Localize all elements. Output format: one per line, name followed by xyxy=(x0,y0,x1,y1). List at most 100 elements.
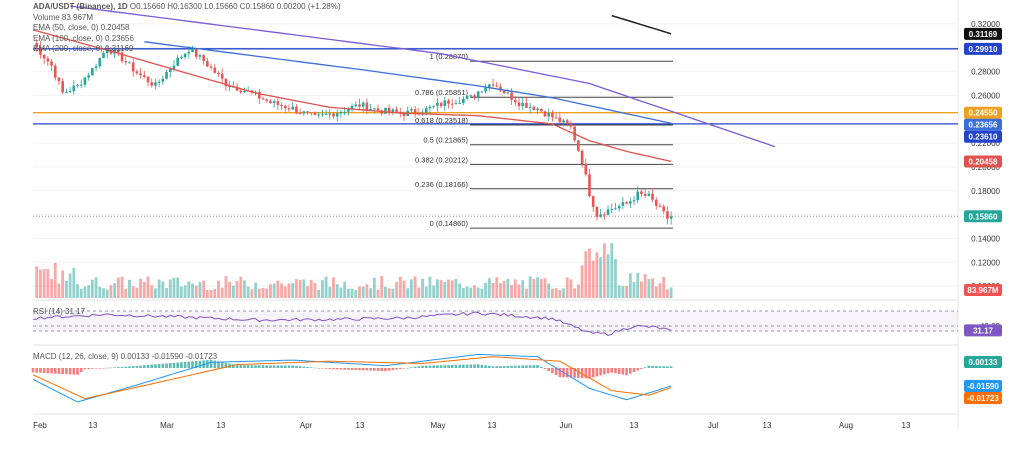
candle-body xyxy=(495,85,499,87)
legend-symbol[interactable]: ADA/USDT (Binance), 1D O0.15660 H0.16300… xyxy=(33,2,341,11)
macd-histogram-bar xyxy=(232,364,235,368)
macd-histogram-bar xyxy=(191,361,194,368)
macd-histogram-bar xyxy=(551,368,554,374)
macd-histogram-bar xyxy=(565,368,569,378)
volume-bar xyxy=(250,289,254,298)
candle-body xyxy=(647,193,651,196)
volume-bar xyxy=(343,281,347,298)
rsi-legend[interactable]: RSI (14) 31.17 xyxy=(33,307,86,316)
volume-bar xyxy=(124,288,128,298)
macd-histogram-bar xyxy=(135,365,139,368)
macd-histogram-bar xyxy=(243,365,246,368)
volume-bar xyxy=(335,284,339,298)
volume-bar xyxy=(513,279,517,298)
candle-body xyxy=(128,62,131,64)
candle-body xyxy=(410,109,413,111)
fib-retracement[interactable]: 1 (0.28870) 0.786 (0.25851) 0.618 (0.23518… xyxy=(415,52,673,229)
legend-volume[interactable]: Volume 83.967M xyxy=(33,12,94,22)
time-axis-label: Apr xyxy=(300,421,313,430)
volume-bar xyxy=(424,286,428,298)
volume-bar xyxy=(350,288,354,298)
time-axis[interactable]: Feb 13 Mar 13 Apr 13 May 13 Jun 13 Jul 13 Aug 13 xyxy=(33,421,911,430)
candle-body xyxy=(402,113,406,116)
volume-tag-text: 83.967M xyxy=(967,286,998,295)
candle-body xyxy=(591,196,595,207)
candle-body xyxy=(554,117,558,119)
candle-body xyxy=(72,85,76,91)
macd-histogram-bar xyxy=(83,368,87,370)
macd-histogram-bar xyxy=(79,368,83,373)
candle-body xyxy=(558,117,562,123)
fib-level-label: 0.5 (0.21865) xyxy=(423,136,468,145)
macd-histogram-bar xyxy=(165,363,168,368)
macd-histogram-bar xyxy=(109,367,113,369)
volume-bar xyxy=(64,280,68,298)
candle-body xyxy=(577,140,580,151)
candle-body xyxy=(209,66,213,68)
macd-histogram-bar xyxy=(35,368,39,373)
macd-histogram-bar xyxy=(206,360,209,368)
volume-bar xyxy=(150,285,154,298)
macd-histogram-bar xyxy=(629,368,632,374)
volume-bar xyxy=(139,278,142,298)
macd-histogram-bar xyxy=(224,362,228,368)
candles[interactable] xyxy=(35,38,673,225)
candle-body xyxy=(373,108,376,110)
macd-histogram-bar xyxy=(510,365,513,368)
time-axis-label: 13 xyxy=(630,421,639,430)
candle-body xyxy=(317,114,320,116)
candle-body xyxy=(629,201,632,204)
volume-bar xyxy=(595,252,599,298)
candle-body xyxy=(176,57,179,66)
legend-ema50[interactable]: EMA (50, close, 0) 0.20458 xyxy=(33,23,130,32)
candle-body xyxy=(569,123,573,127)
price-tags: 0.31169 0.29910 0.24550 0.23656 0.23610 0.204… xyxy=(964,27,1002,404)
candle-body xyxy=(413,109,417,114)
candle-body xyxy=(165,71,168,79)
macd-histogram-bar xyxy=(577,368,580,378)
candle-body xyxy=(298,112,302,114)
indicator-lines xyxy=(32,5,776,163)
macd-tag-bg xyxy=(964,380,1002,392)
macd-legend[interactable]: MACD (12, 26, close, 9) 0.00133 -0.01590… xyxy=(33,352,218,361)
volume-bar xyxy=(180,286,183,298)
volume-bar xyxy=(543,278,547,298)
legend-ema200[interactable]: EMA (200, close, 0) 0.31169 xyxy=(33,44,134,53)
volume-bar xyxy=(361,286,365,298)
time-axis-label: 13 xyxy=(488,421,497,430)
volume-bar xyxy=(291,283,295,298)
legend-ema100[interactable]: EMA (100, close, 0) 0.23656 xyxy=(33,33,134,43)
macd-histogram-bar xyxy=(254,365,257,368)
macd-histogram-bar xyxy=(625,368,628,376)
candle-body xyxy=(42,54,46,59)
candle-body xyxy=(131,62,135,72)
volume-bar xyxy=(276,280,280,298)
macd-pane[interactable] xyxy=(31,353,673,403)
macd-histogram-bar xyxy=(124,366,128,368)
time-axis-label: 13 xyxy=(356,421,365,430)
macd-histogram-bar xyxy=(128,366,131,368)
volume-bar xyxy=(547,283,551,298)
rsi-pane[interactable] xyxy=(32,310,958,336)
macd-histogram-bar xyxy=(417,366,421,368)
macd-tag: -0.01723 xyxy=(964,392,1002,404)
volume-bar xyxy=(76,284,79,298)
candle-body xyxy=(432,105,435,107)
volume-bar xyxy=(643,274,647,298)
candle-body xyxy=(61,81,64,93)
candle-body xyxy=(458,103,461,105)
candle-body xyxy=(514,99,517,103)
volume-bar xyxy=(35,266,39,298)
macd-tag-bg xyxy=(964,392,1002,404)
candle-body xyxy=(220,74,224,79)
macd-histogram-bar xyxy=(139,365,142,368)
macd-histogram-bar xyxy=(365,368,369,371)
macd-histogram-bar xyxy=(439,365,443,368)
horizontal-lines xyxy=(33,48,958,217)
candle-body xyxy=(105,50,109,54)
candle-body xyxy=(50,61,53,66)
macd-histogram-bar xyxy=(484,365,487,368)
candle-body xyxy=(324,114,328,116)
volume-bar xyxy=(298,279,302,298)
